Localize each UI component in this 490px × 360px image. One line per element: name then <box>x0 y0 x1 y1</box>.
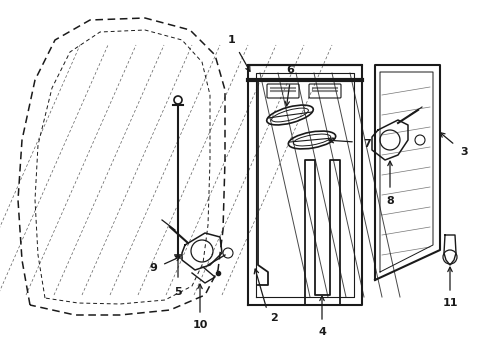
Text: 10: 10 <box>192 320 208 330</box>
Text: 6: 6 <box>286 65 294 75</box>
Text: 7: 7 <box>363 139 371 149</box>
Text: 9: 9 <box>149 263 157 273</box>
Text: 11: 11 <box>442 298 458 308</box>
Text: 4: 4 <box>318 327 326 337</box>
Text: 2: 2 <box>270 313 278 323</box>
Text: 5: 5 <box>174 287 182 297</box>
Text: 3: 3 <box>460 147 467 157</box>
Text: 1: 1 <box>228 35 236 45</box>
FancyBboxPatch shape <box>309 84 341 98</box>
Circle shape <box>174 96 182 104</box>
Text: 8: 8 <box>386 196 394 206</box>
FancyBboxPatch shape <box>267 84 299 98</box>
